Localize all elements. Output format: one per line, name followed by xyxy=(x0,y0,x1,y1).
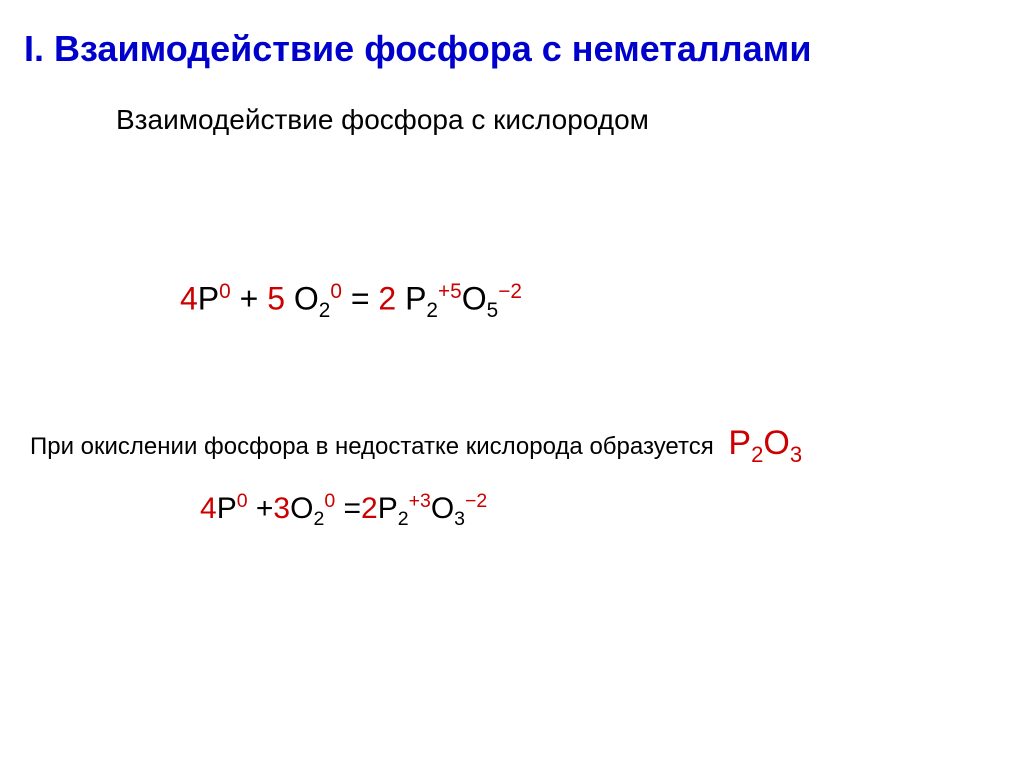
note-text: При окислении фосфора в недостатке кисло… xyxy=(30,433,720,460)
equation-2: 4P0 +3O20 =2P2+3O3−2 xyxy=(200,490,487,531)
operator: = xyxy=(342,281,378,317)
equation-1: 4P0 + 5 O20 = 2 P2+5O5−2 xyxy=(180,280,522,323)
oxidation-state: +3 xyxy=(409,490,431,512)
subscript: 2 xyxy=(319,299,331,322)
operator: = xyxy=(335,492,361,525)
coefficient: 5 xyxy=(267,281,285,317)
element: P xyxy=(198,281,219,317)
coefficient: 2 xyxy=(361,492,378,525)
oxidation-state: +5 xyxy=(438,280,462,303)
operator: + xyxy=(248,492,274,525)
element: P xyxy=(396,281,426,317)
slide-title: I. Взаимодействие фосфора с неметаллами xyxy=(24,28,811,70)
element: O xyxy=(763,424,789,462)
subscript: 3 xyxy=(454,508,465,530)
slide-subtitle: Взаимодействие фосфора с кислородом xyxy=(116,104,649,136)
subscript: 2 xyxy=(426,299,438,322)
formula-p2o3: P2O3 xyxy=(728,424,802,462)
oxidation-state: 0 xyxy=(219,280,231,303)
element: O xyxy=(290,492,313,525)
oxidation-state: 0 xyxy=(237,490,248,512)
subscript: 2 xyxy=(313,508,324,530)
coefficient: 3 xyxy=(273,492,290,525)
element: P xyxy=(378,492,398,525)
oxidation-state: −2 xyxy=(498,280,522,303)
oxidation-state: 0 xyxy=(330,280,342,303)
element: O xyxy=(431,492,454,525)
note-line: При окислении фосфора в недостатке кисло… xyxy=(30,424,802,468)
subscript: 3 xyxy=(790,442,802,467)
coefficient: 4 xyxy=(180,281,198,317)
element: O xyxy=(285,281,319,317)
subscript: 5 xyxy=(487,299,499,322)
oxidation-state: 0 xyxy=(324,490,335,512)
coefficient: 2 xyxy=(378,281,396,317)
subscript: 2 xyxy=(751,442,763,467)
subscript: 2 xyxy=(398,508,409,530)
element: O xyxy=(462,281,487,317)
element: P xyxy=(728,424,751,462)
element: P xyxy=(217,492,237,525)
oxidation-state: −2 xyxy=(465,490,487,512)
operator: + xyxy=(231,281,267,317)
coefficient: 4 xyxy=(200,492,217,525)
